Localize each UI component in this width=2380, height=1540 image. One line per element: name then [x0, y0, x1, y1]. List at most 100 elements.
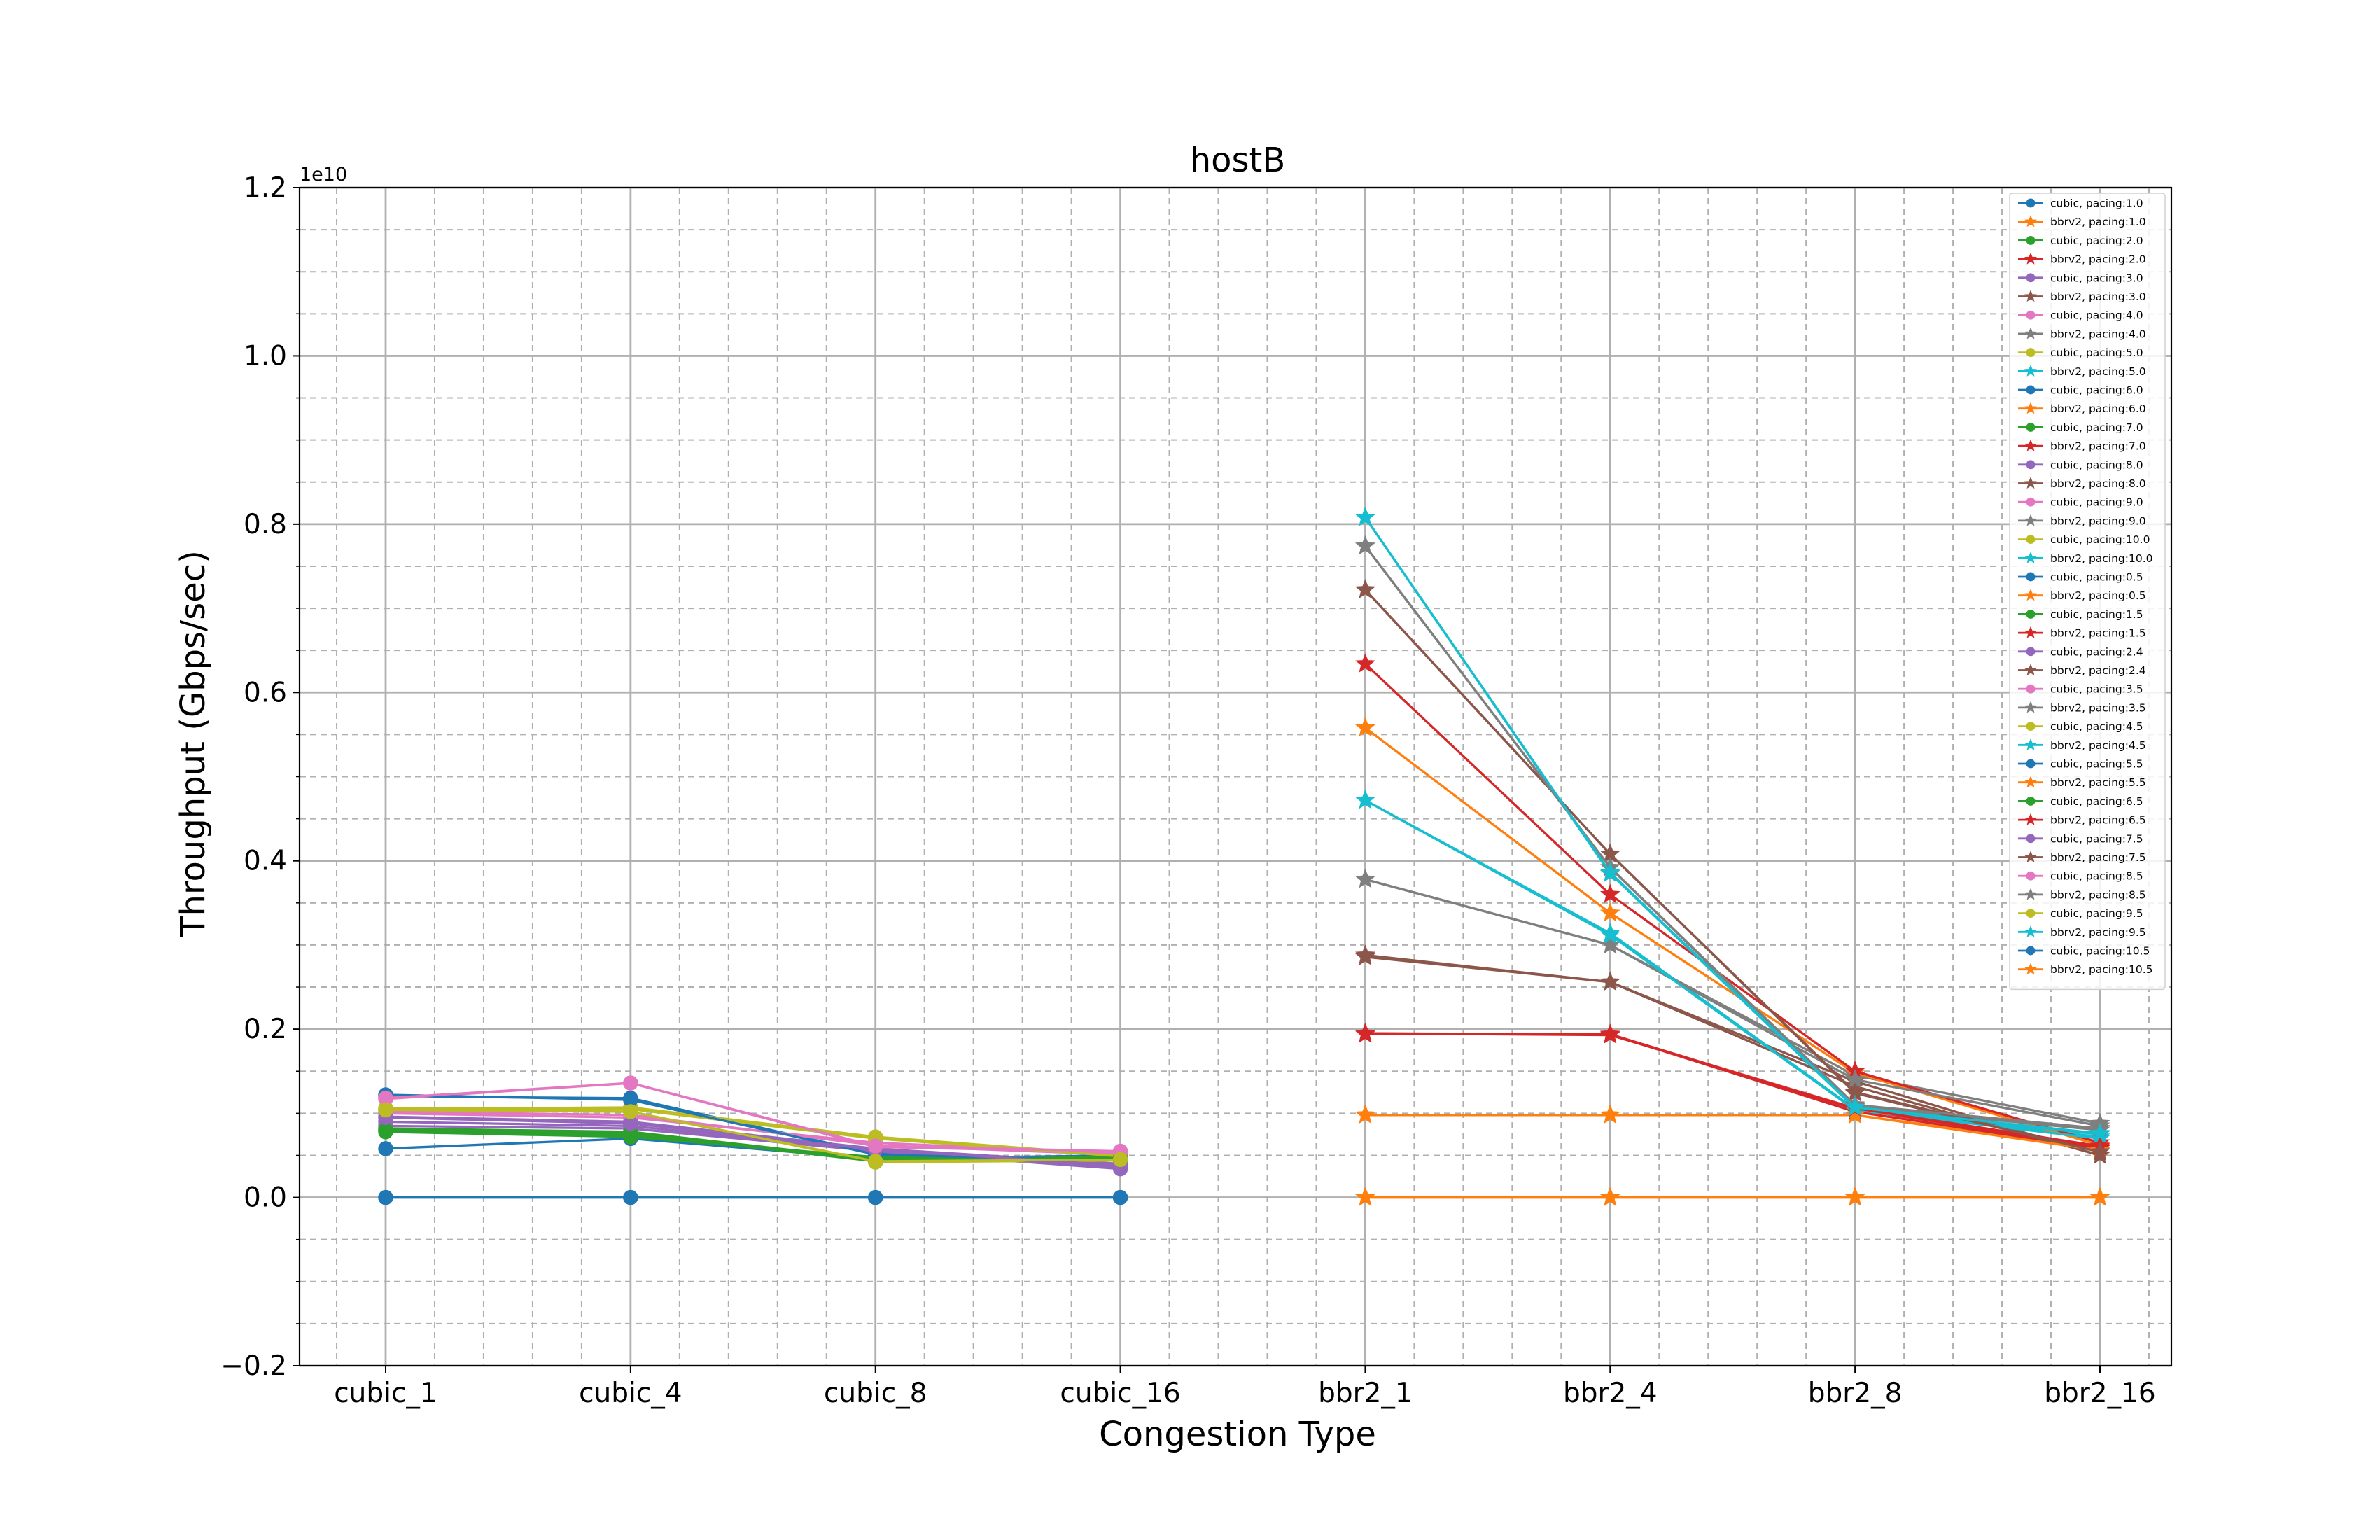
legend-label: bbrv2, pacing:4.5 — [2050, 739, 2146, 752]
y-axis-label: Throughput (Gbps/sec) — [174, 550, 213, 937]
data-point — [1600, 934, 1620, 954]
series-line — [385, 1107, 1121, 1158]
legend-marker — [2024, 589, 2038, 601]
series-line — [1365, 1114, 2101, 1152]
data-point — [378, 1141, 393, 1156]
legend-label: cubic, pacing:5.0 — [2050, 346, 2143, 359]
legend-marker — [2026, 198, 2036, 208]
legend-label: bbrv2, pacing:7.5 — [2050, 851, 2146, 864]
data-point — [2090, 1141, 2110, 1161]
legend-marker — [2024, 738, 2038, 750]
data-point — [2090, 1123, 2110, 1142]
legend-marker — [2024, 514, 2038, 526]
legend-label: cubic, pacing:5.5 — [2050, 758, 2143, 771]
data-point — [1355, 1023, 1376, 1042]
legend-marker — [2024, 364, 2038, 377]
data-point — [1355, 1104, 1376, 1124]
legend-marker — [2024, 439, 2038, 451]
legend-marker — [2024, 327, 2038, 340]
legend-marker — [2026, 722, 2036, 732]
legend-label: bbrv2, pacing:8.5 — [2050, 888, 2146, 901]
data-point — [1355, 946, 1376, 965]
y-tick-label: 0.6 — [244, 677, 287, 708]
chart-title: hostB — [1190, 141, 1286, 180]
legend-marker — [2024, 477, 2038, 489]
legend-marker — [2024, 551, 2038, 564]
data-point — [1600, 924, 1620, 944]
x-tick-label: cubic_8 — [824, 1378, 927, 1409]
legend-label: cubic, pacing:10.5 — [2050, 945, 2150, 958]
legend-label: cubic, pacing:9.5 — [2050, 907, 2143, 920]
data-point — [1600, 902, 1620, 922]
legend-marker — [2026, 235, 2036, 245]
legend-label: cubic, pacing:4.5 — [2050, 720, 2143, 733]
legend-marker — [2026, 273, 2036, 283]
x-tick-label: bbr2_4 — [1563, 1378, 1658, 1409]
x-tick-label: bbr2_1 — [1318, 1378, 1413, 1409]
data-point — [1844, 1186, 1865, 1206]
legend-label: bbrv2, pacing:3.0 — [2050, 290, 2146, 303]
legend-marker — [2026, 759, 2036, 769]
legend-marker — [2026, 871, 2036, 881]
legend-marker — [2026, 796, 2036, 806]
legend-label: cubic, pacing:3.5 — [2050, 683, 2143, 696]
data-point — [1600, 1104, 1620, 1124]
legend-marker — [2026, 348, 2036, 358]
data-point — [1355, 1186, 1376, 1206]
legend-label: cubic, pacing:10.0 — [2050, 533, 2150, 546]
legend-label: bbrv2, pacing:6.5 — [2050, 814, 2146, 827]
series-line — [385, 1108, 1121, 1163]
legend-label: bbrv2, pacing:5.0 — [2050, 365, 2146, 378]
legend-marker — [2026, 647, 2036, 657]
legend-label: cubic, pacing:1.5 — [2050, 608, 2143, 621]
x-axis-label: Congestion Type — [1099, 1415, 1376, 1454]
series-line — [385, 1115, 1121, 1166]
legend-marker — [2024, 626, 2038, 638]
y-tick-label: 0.8 — [244, 509, 287, 540]
legend-label: cubic, pacing:8.5 — [2050, 870, 2143, 883]
legend-label: cubic, pacing:6.5 — [2050, 795, 2143, 808]
legend-label: cubic, pacing:7.0 — [2050, 421, 2143, 434]
legend-label: bbrv2, pacing:4.0 — [2050, 328, 2146, 340]
y-tick-label: 0.0 — [244, 1182, 287, 1214]
y-tick-label: 0.2 — [244, 1014, 287, 1045]
legend-marker — [2026, 684, 2036, 694]
legend-marker — [2024, 925, 2038, 937]
legend-marker — [2024, 850, 2038, 863]
legend-marker — [2024, 402, 2038, 414]
legend-marker — [2024, 290, 2038, 302]
data-point — [1600, 971, 1620, 991]
data-point — [623, 1075, 638, 1091]
series-line — [385, 1082, 1121, 1153]
legend-label: cubic, pacing:3.0 — [2050, 272, 2143, 284]
legend-label: bbrv2, pacing:1.5 — [2050, 627, 2146, 640]
legend-marker — [2026, 572, 2036, 582]
plot-series — [378, 507, 2110, 1206]
legend-marker — [2026, 385, 2036, 395]
series-cubic-pacing-9-5 — [378, 1102, 1128, 1169]
x-tick-label: cubic_4 — [579, 1378, 682, 1409]
data-point — [1600, 883, 1620, 904]
legend-label: cubic, pacing:9.0 — [2050, 496, 2143, 509]
legend-label: bbrv2, pacing:9.5 — [2050, 926, 2146, 939]
legend-marker — [2026, 422, 2036, 432]
data-point — [1355, 653, 1376, 673]
series-line — [1364, 517, 2101, 1135]
data-point — [1355, 790, 1376, 809]
data-point — [1355, 507, 1376, 526]
data-point — [1600, 1024, 1620, 1044]
legend-label: bbrv2, pacing:7.0 — [2050, 440, 2146, 453]
legend-marker — [2024, 776, 2038, 788]
data-point — [378, 1189, 393, 1205]
data-point — [1844, 1096, 1865, 1116]
y-tick-label: 1.2 — [244, 172, 287, 204]
legend-label: bbrv2, pacing:2.0 — [2050, 253, 2146, 266]
legend-marker — [2026, 909, 2036, 918]
legend-label: bbrv2, pacing:3.5 — [2050, 701, 2146, 714]
data-point — [623, 1104, 638, 1119]
legend-label: bbrv2, pacing:8.0 — [2050, 477, 2146, 490]
legend-label: bbrv2, pacing:1.0 — [2050, 216, 2146, 228]
legend-label: bbrv2, pacing:6.0 — [2050, 402, 2146, 415]
data-point — [1355, 717, 1376, 736]
